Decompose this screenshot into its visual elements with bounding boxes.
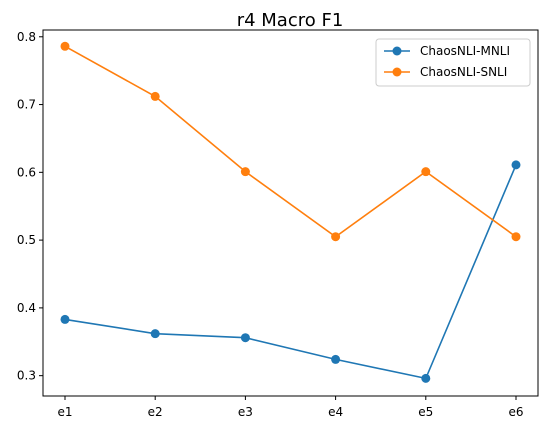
- series-2: [60, 41, 521, 242]
- series-line-2: [64, 45, 517, 238]
- legend: ChaosNLI-MNLI ChaosNLI-SNLI: [375, 38, 531, 87]
- x-tick-label-e6: e6: [508, 405, 523, 419]
- y-tick-label-0.6: 0.6: [17, 165, 36, 179]
- plot-area: [42, 29, 539, 397]
- data-point-1-e5: [421, 373, 431, 383]
- y-tick-label-0.8: 0.8: [17, 30, 36, 44]
- data-point-2-e3: [240, 167, 250, 177]
- legend-label-1: ChaosNLI-MNLI: [420, 44, 510, 58]
- y-tick-label-0.5: 0.5: [17, 233, 36, 247]
- legend-box: [375, 38, 531, 87]
- data-point-1-e3: [240, 333, 250, 343]
- x-tick-label-e4: e4: [328, 405, 343, 419]
- x-tick-label-e5: e5: [418, 405, 433, 419]
- data-point-1-e4: [331, 354, 341, 364]
- series-layer: [60, 41, 521, 383]
- data-point-2-e1: [60, 41, 70, 51]
- data-point-2-e6: [511, 232, 521, 242]
- series-1: [60, 160, 521, 383]
- data-point-2-e4: [331, 232, 341, 242]
- x-axis: e1 e2 e3 e4 e5 e6: [57, 396, 524, 419]
- chart-title: r4 Macro F1: [237, 10, 344, 31]
- series-line-1: [64, 164, 517, 380]
- data-point-1-e1: [60, 314, 70, 324]
- y-tick-label-0.4: 0.4: [17, 301, 36, 315]
- y-tick-label-0.7: 0.7: [17, 98, 36, 112]
- x-tick-label-e1: e1: [57, 405, 72, 419]
- legend-marker-1: [392, 46, 402, 56]
- x-tick-label-e2: e2: [148, 405, 163, 419]
- data-point-1-e2: [150, 329, 160, 339]
- y-tick-label-0.3: 0.3: [17, 369, 36, 383]
- data-point-1-e6: [511, 160, 521, 170]
- y-axis: 0.3 0.4 0.5 0.6 0.7 0.8: [17, 30, 43, 383]
- data-point-2-e2: [150, 91, 160, 101]
- legend-marker-2: [392, 67, 402, 77]
- data-point-2-e5: [421, 167, 431, 177]
- legend-label-2: ChaosNLI-SNLI: [420, 65, 507, 79]
- x-tick-label-e3: e3: [238, 405, 253, 419]
